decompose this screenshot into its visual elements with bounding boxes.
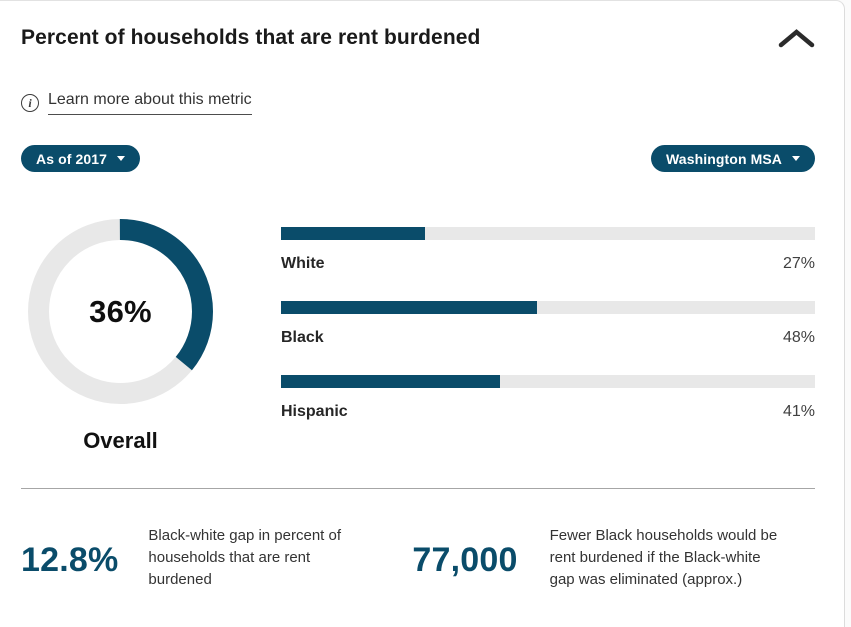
bar-value: 41%	[782, 403, 815, 420]
filters-row: As of 2017 Washington MSA	[21, 145, 815, 172]
bar-row: White 27%	[281, 227, 815, 273]
bar-value: 48%	[782, 329, 815, 346]
stat-black-white-gap: 12.8% Black-white gap in percent of hous…	[21, 525, 356, 590]
region-filter-label: Washington MSA	[666, 150, 782, 167]
chart-section: 36% Overall White 27% Black 48% Hispanic 41%	[21, 219, 815, 454]
bar-track	[281, 301, 815, 314]
donut-value-arc	[28, 219, 213, 404]
caret-down-icon	[792, 156, 800, 161]
bar-value: 27%	[782, 255, 815, 272]
bar-label: Hispanic	[281, 403, 348, 420]
bar-chart: White 27% Black 48% Hispanic 41%	[281, 219, 815, 454]
stat-households-eliminated: 77,000 Fewer Black households would be r…	[412, 525, 781, 590]
card-header: Percent of households that are rent burd…	[21, 1, 815, 50]
bar-meta: Hispanic 41%	[281, 403, 815, 421]
stat-value: 77,000	[412, 541, 518, 579]
page-title: Percent of households that are rent burd…	[21, 26, 481, 49]
donut-label: Overall	[83, 428, 158, 453]
bar-meta: White 27%	[281, 255, 815, 273]
bar-meta: Black 48%	[281, 329, 815, 347]
bar-fill	[281, 375, 500, 388]
learn-more-label: Learn more about this metric	[48, 91, 252, 115]
learn-more-link[interactable]: i Learn more about this metric	[21, 91, 252, 115]
bar-track	[281, 375, 815, 388]
bar-fill	[281, 301, 538, 314]
year-filter-dropdown[interactable]: As of 2017	[21, 145, 141, 172]
bar-track	[281, 227, 815, 240]
info-icon: i	[21, 94, 39, 112]
donut-svg	[28, 219, 213, 404]
stat-value: 12.8%	[21, 541, 119, 579]
collapse-button[interactable]	[778, 26, 815, 49]
section-divider	[21, 488, 815, 489]
caret-down-icon	[117, 156, 126, 161]
bar-row: Hispanic 41%	[281, 375, 815, 421]
stats-row: 12.8% Black-white gap in percent of hous…	[21, 525, 815, 590]
bar-row: Black 48%	[281, 301, 815, 347]
year-filter-label: As of 2017	[36, 150, 108, 167]
donut-center-value: 36%	[89, 293, 152, 329]
donut-chart: 36% Overall	[21, 219, 281, 454]
stat-description: Black-white gap in percent of households…	[148, 527, 342, 588]
bar-fill	[281, 227, 426, 240]
bar-label: Black	[281, 329, 324, 346]
chevron-up-icon	[778, 29, 815, 52]
region-filter-dropdown[interactable]: Washington MSA	[651, 145, 815, 172]
stat-description: Fewer Black households would be rent bur…	[549, 527, 778, 588]
bar-label: White	[281, 255, 325, 272]
